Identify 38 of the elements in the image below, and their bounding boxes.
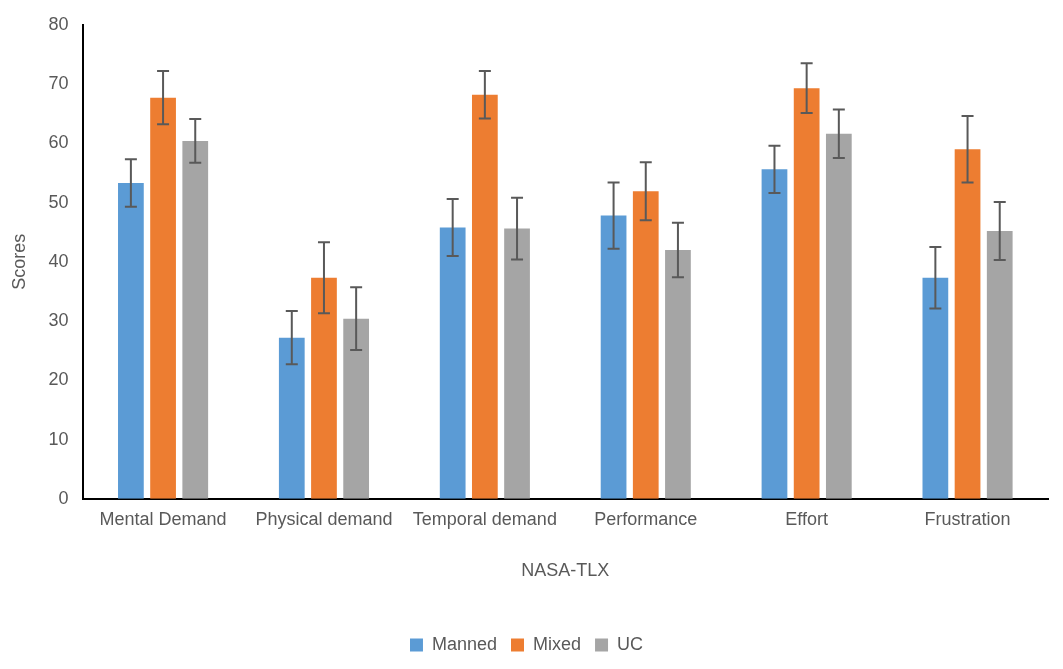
y-tick-label: 20 xyxy=(48,369,69,390)
y-tick-label: 50 xyxy=(48,191,69,212)
y-axis-title: Scores xyxy=(8,233,29,290)
x-tick-label: Effort xyxy=(785,508,829,529)
x-axis-title: NASA-TLX xyxy=(521,560,610,581)
legend-label: UC xyxy=(617,633,644,654)
y-tick-label: 30 xyxy=(48,310,69,331)
legend-label: Manned xyxy=(431,633,498,654)
y-tick-label: 0 xyxy=(58,487,69,508)
bar xyxy=(343,318,370,499)
x-tick-label: Performance xyxy=(594,508,698,529)
y-tick-label: 40 xyxy=(48,250,69,271)
bar xyxy=(825,133,852,499)
y-tick-label: 10 xyxy=(48,428,69,449)
bar xyxy=(471,94,498,499)
y-tick-label: 80 xyxy=(48,13,69,34)
bar xyxy=(922,277,949,499)
bar xyxy=(954,149,981,499)
bar xyxy=(793,88,820,499)
y-tick-label: 60 xyxy=(48,132,69,153)
bar xyxy=(311,277,337,499)
bar xyxy=(182,140,209,499)
bar xyxy=(600,215,627,499)
bar xyxy=(278,337,305,499)
x-tick-label: Mental Demand xyxy=(99,508,227,529)
bar xyxy=(986,230,1013,499)
x-tick-label: Frustration xyxy=(924,508,1011,529)
bar xyxy=(761,169,788,499)
bar xyxy=(118,183,144,499)
x-tick-label: Temporal demand xyxy=(412,508,557,529)
y-tick-label: 70 xyxy=(48,73,69,94)
bar xyxy=(150,97,176,499)
bar xyxy=(632,191,659,499)
bar xyxy=(439,227,466,499)
bar xyxy=(665,249,691,499)
x-tick-label: Physical demand xyxy=(255,508,393,529)
bar xyxy=(504,228,530,499)
legend-label: Mixed xyxy=(533,633,582,654)
